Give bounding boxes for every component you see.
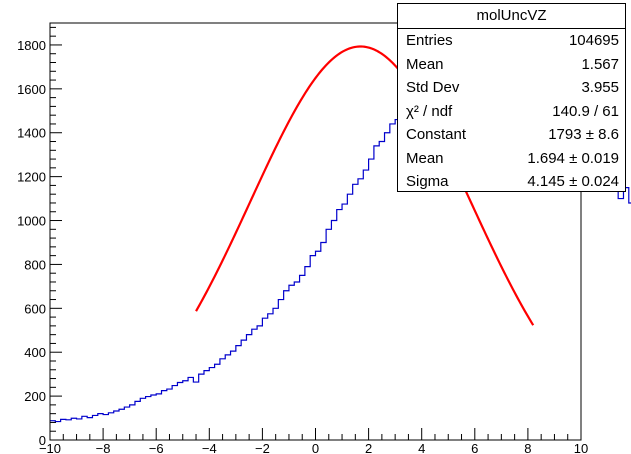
stats-value: 140.9 / 61 xyxy=(552,102,619,120)
x-tick-label: −6 xyxy=(149,441,164,454)
stats-value: 3.955 xyxy=(581,79,619,96)
fit-curve-layer xyxy=(195,45,535,326)
stats-row-chi2-ndf: χ² / ndf 140.9 / 61 xyxy=(398,100,625,124)
x-tick-label: 2 xyxy=(365,441,372,454)
y-tick-label: 1400 xyxy=(17,126,46,141)
stats-row-constant: Constant 1793 ± 8.6 xyxy=(398,123,625,147)
stats-value: 4.145 ± 0.024 xyxy=(527,173,619,190)
stats-value: 1.694 ± 0.019 xyxy=(527,149,619,167)
y-tick-label: 800 xyxy=(24,257,46,272)
x-tick-label: 10 xyxy=(574,441,588,454)
stats-label: Mean xyxy=(406,55,444,73)
x-tick-label: 4 xyxy=(418,441,425,454)
y-tick-label: 1600 xyxy=(17,82,46,97)
x-tick-label: 8 xyxy=(524,441,531,454)
stats-label: Entries xyxy=(406,32,453,49)
stats-row-mean: Mean 1.567 xyxy=(398,53,625,77)
x-tick-label: 6 xyxy=(471,441,478,454)
stats-row-entries: Entries 104695 xyxy=(398,29,625,53)
x-tick-label: −4 xyxy=(202,441,217,454)
stats-row-sigma: Sigma 4.145 ± 0.024 xyxy=(398,170,625,194)
stats-row-fit-mean: Mean 1.694 ± 0.019 xyxy=(398,147,625,171)
x-tick-label: −2 xyxy=(255,441,270,454)
axes: −10 −8 −6 −4 −2 0 2 4 6 8 10 0 200 400 600 800 1000 1200 1… xyxy=(17,22,588,454)
x-tick-label: −10 xyxy=(39,441,61,454)
x-tick-label: −8 xyxy=(96,441,111,454)
y-tick-label: 1800 xyxy=(17,38,46,53)
gaussian-fit-curve xyxy=(195,45,535,326)
y-tick-label: 200 xyxy=(24,389,46,404)
stats-label: Std Dev xyxy=(406,79,460,96)
stats-label: χ² / ndf xyxy=(406,102,453,120)
stats-value: 1793 ± 8.6 xyxy=(548,126,619,143)
x-tick-label: 0 xyxy=(312,441,319,454)
y-tick-label: 1200 xyxy=(17,170,46,185)
y-tick-label: 1000 xyxy=(17,214,46,229)
y-tick-label: 0 xyxy=(39,433,46,448)
stats-row-std-dev: Std Dev 3.955 xyxy=(398,76,625,100)
stats-title: molUncVZ xyxy=(398,4,625,29)
stats-label: Constant xyxy=(406,126,467,143)
y-tick-label: 600 xyxy=(24,301,46,316)
stats-label: Mean xyxy=(406,149,444,167)
stats-label: Sigma xyxy=(406,173,449,190)
stats-value: 1.567 xyxy=(581,55,619,73)
stats-value: 104695 xyxy=(568,32,619,49)
stats-box: molUncVZ Entries 104695 Mean 1.567 Std D… xyxy=(397,3,626,192)
y-tick-label: 400 xyxy=(24,345,46,360)
